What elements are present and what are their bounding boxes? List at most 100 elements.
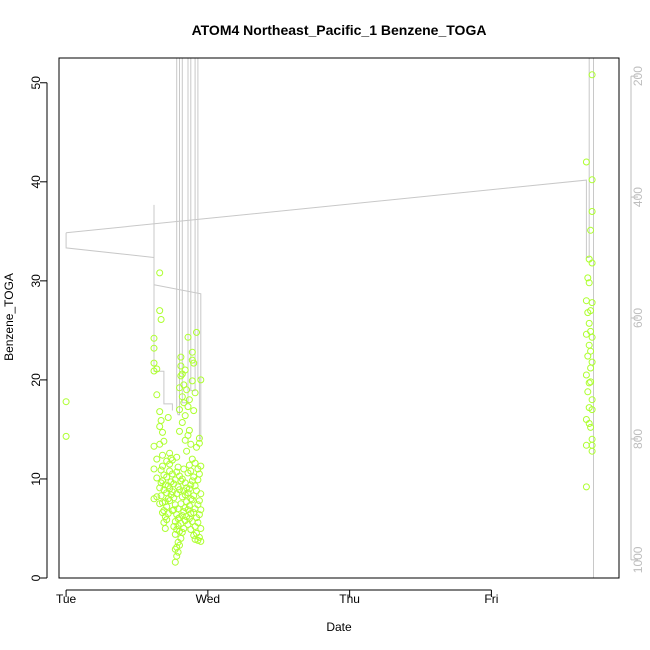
data-point [159,451,166,459]
data-point [195,439,203,447]
data-point [188,348,196,356]
data-point [587,226,595,234]
data-point [62,398,70,406]
data-point [157,479,165,487]
data-point [157,316,165,323]
data-point [181,366,189,374]
data-point [585,319,593,327]
plot-frame [58,57,620,579]
data-point [588,441,596,449]
data-point [587,378,595,386]
data-point [582,483,590,491]
axes-layer: Tue Wed Thu Fri 0 10 20 30 40 50 200 400 600 800 1000 [29,66,645,606]
data-point [164,414,172,421]
data-point [190,407,198,415]
data-point [150,334,158,342]
data-point [153,493,161,501]
data-point [177,353,185,361]
data-point [191,389,199,397]
data-point [585,420,593,427]
y-tick-label: 40 [29,175,43,189]
chart-title: ATOM4 Northeast_Pacific_1 Benzene_TOGA [192,22,487,38]
data-point [195,434,203,442]
data-point [195,511,203,519]
data-point [197,490,205,498]
data-point [187,467,195,475]
data-point [180,525,188,532]
data-point [166,449,174,457]
data-point [185,426,193,434]
data-point [184,431,192,439]
data-point [153,365,161,373]
x-tick-label: Fri [484,592,498,606]
data-point [183,386,191,394]
data-point [187,440,195,448]
data-point [177,477,185,485]
data-point [588,396,596,404]
data-point [588,299,596,307]
data-point [183,447,191,455]
data-point [588,259,596,267]
data-point [197,525,205,532]
x-tick-label: Wed [196,592,220,606]
data-point [185,396,193,404]
data-point [156,269,164,277]
overlay-line-segment [176,58,180,416]
data-point [150,359,158,367]
right-tick-label: 400 [631,187,645,207]
data-point [194,519,202,526]
data-point [181,412,189,420]
data-point [588,208,596,215]
data-point [150,465,158,473]
y-tick-label: 0 [29,574,43,581]
data-point [178,528,186,536]
data-point [588,333,596,341]
data-point [157,417,165,424]
data-point [197,537,205,545]
data-point [587,347,595,355]
data-point [197,462,205,470]
data-point [184,489,192,497]
data-point [587,307,595,315]
data-point [153,391,161,399]
y-tick-label: 50 [29,76,43,90]
data-point [188,377,196,385]
data-point [197,376,205,384]
data-point [194,501,202,509]
data-point [585,279,593,287]
data-point [588,358,596,366]
data-point [163,503,171,511]
data-point [163,473,171,481]
data-point [160,437,168,445]
data-point [584,274,592,282]
right-tick-label: 600 [631,308,645,328]
data-point [588,406,596,414]
data-point [190,359,198,367]
data-point [150,344,158,352]
data-point [156,408,164,416]
data-point [156,484,164,492]
data-point [153,474,161,482]
data-point [176,406,183,414]
y-axis-label: Benzene_TOGA [2,273,16,361]
data-point [157,492,165,500]
data-point [185,502,193,510]
data-point [184,333,192,341]
overlay-line-segment [181,58,189,404]
scatter-points-layer [62,71,596,566]
data-point [195,533,203,541]
right-tick-label: 1000 [631,546,645,573]
data-point [184,403,192,411]
data-point [178,512,186,520]
data-point [582,158,590,166]
data-point [161,481,169,489]
overlay-line-segment [153,204,173,411]
right-tick-label: 200 [631,66,645,86]
data-point [178,419,186,426]
data-point [156,307,164,315]
data-point [191,459,199,467]
data-point [195,497,203,505]
data-point [176,486,183,494]
